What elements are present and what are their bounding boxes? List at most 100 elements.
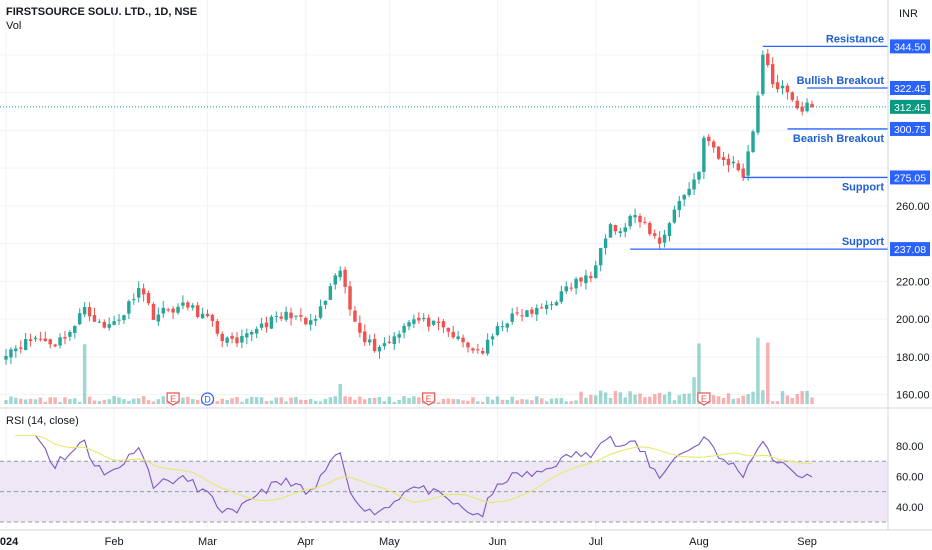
candle-body	[490, 336, 495, 340]
volume-bar	[653, 394, 657, 404]
candle-body	[328, 286, 333, 300]
candle	[353, 306, 357, 323]
candle	[122, 314, 126, 324]
last-price-tag	[890, 99, 930, 114]
candle-body	[358, 322, 362, 333]
candle-body	[775, 82, 780, 90]
candle	[250, 330, 254, 342]
candle	[200, 307, 205, 319]
volume-bar	[48, 397, 52, 404]
candle-body	[687, 188, 691, 196]
candle-body	[235, 337, 239, 344]
candle-body	[274, 315, 279, 317]
candle-body	[520, 315, 524, 317]
candle-body	[200, 313, 205, 319]
candle	[628, 214, 632, 230]
candle	[530, 306, 534, 318]
candle-body	[279, 316, 283, 319]
candle-body	[422, 317, 426, 320]
candle-body	[628, 215, 632, 227]
candle-body	[171, 308, 175, 313]
candle-body	[323, 300, 328, 305]
volume-bars	[4, 337, 814, 404]
rsi-line	[15, 434, 813, 518]
volume-bar	[392, 401, 396, 404]
candle	[564, 281, 568, 294]
candle-body	[372, 338, 377, 352]
candle-body	[338, 270, 342, 278]
volume-bar	[402, 396, 406, 404]
volume-bar	[156, 399, 161, 404]
candle-body	[495, 326, 500, 336]
candle-body	[73, 325, 77, 333]
level-label: Resistance	[826, 33, 884, 45]
candle-body	[471, 348, 475, 351]
candle-body	[308, 320, 313, 325]
candle-body	[564, 286, 568, 292]
candle-body	[657, 237, 662, 244]
candle	[426, 314, 431, 332]
candle-body	[417, 317, 421, 321]
volume-bar	[141, 396, 146, 404]
candle	[785, 83, 790, 100]
candle-body	[82, 306, 87, 315]
volume-bar	[603, 392, 608, 404]
volume-bar	[146, 400, 151, 404]
volume-bar	[515, 400, 519, 404]
candle	[539, 303, 544, 309]
volume-bar	[269, 400, 274, 404]
candle	[687, 182, 691, 198]
volume-bar	[775, 401, 780, 404]
candle	[259, 317, 264, 331]
candle	[14, 345, 18, 358]
candle-body	[692, 179, 696, 190]
volume-bar	[250, 396, 254, 404]
candle	[210, 313, 215, 327]
candle	[136, 281, 141, 303]
candle	[343, 266, 347, 294]
volume-bar	[68, 399, 72, 404]
volume-bar	[579, 391, 583, 404]
candle-body	[230, 335, 234, 339]
candle-body	[613, 224, 618, 232]
volume-bar	[358, 396, 362, 404]
candle-body	[598, 248, 603, 266]
currency-label[interactable]: INR	[899, 8, 918, 20]
time-tick-label: Feb	[105, 536, 124, 548]
candle	[186, 300, 190, 311]
candle-body	[736, 163, 741, 171]
candle	[308, 314, 313, 331]
level-label: Bearish Breakout	[793, 133, 884, 145]
candle	[372, 333, 377, 353]
candle	[58, 333, 62, 349]
candle	[711, 139, 716, 153]
volume-bar	[535, 396, 539, 404]
candle-body	[441, 321, 446, 328]
level-price-tag-text: 322.45	[894, 83, 926, 95]
candle	[805, 98, 809, 113]
candle	[358, 315, 362, 338]
candle	[800, 101, 804, 116]
candle	[132, 293, 136, 305]
volume-bar	[505, 399, 510, 404]
time-tick-label: Mar	[198, 536, 217, 548]
candle-body	[608, 224, 613, 238]
candle	[33, 335, 38, 343]
volume-bar	[53, 397, 57, 404]
volume-bar	[716, 396, 721, 404]
candlesticks	[4, 48, 814, 365]
candle	[535, 304, 539, 322]
candle-body	[38, 338, 43, 340]
candle-body	[436, 321, 441, 323]
volume-bar	[397, 400, 401, 404]
volume-bar	[87, 396, 92, 404]
volume-bar	[417, 397, 421, 404]
candle-body	[618, 231, 623, 233]
earnings-icon	[697, 392, 711, 406]
level-price-tag	[890, 39, 930, 54]
earnings-icon	[166, 392, 180, 406]
candle	[87, 302, 92, 322]
candle	[554, 300, 559, 306]
candle	[436, 317, 441, 331]
